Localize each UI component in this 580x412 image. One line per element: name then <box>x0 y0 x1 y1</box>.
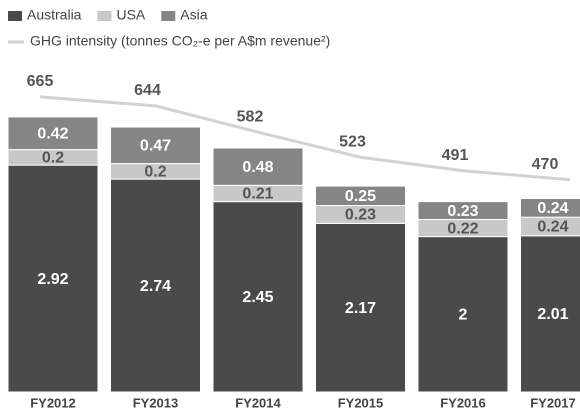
x-tick-label: FY2016 <box>440 395 486 410</box>
x-tick-label: FY2017 <box>530 395 576 410</box>
legend-label: Asia <box>180 7 207 23</box>
bar-segment <box>520 198 580 218</box>
x-tick-label: FY2013 <box>133 395 179 410</box>
value-label: 2.74 <box>140 278 171 295</box>
line-label: 665 <box>27 73 54 90</box>
x-tick-label: FY2012 <box>30 395 76 410</box>
value-label: 2 <box>459 307 468 324</box>
line-label: 491 <box>442 147 469 164</box>
value-label: 0.48 <box>242 159 273 176</box>
x-tick-label: FY2015 <box>338 395 384 410</box>
bar-segment <box>315 222 406 393</box>
bar-segment <box>110 178 201 393</box>
line-label: 470 <box>532 156 559 173</box>
legend-swatch <box>8 11 22 21</box>
bar-segment <box>110 126 201 165</box>
bar-segment <box>417 236 509 393</box>
value-label: 0.22 <box>447 220 478 237</box>
value-label: 0.2 <box>144 164 166 181</box>
bar-segment <box>212 147 304 186</box>
value-label: 0.24 <box>537 200 568 217</box>
value-label: 0.47 <box>140 138 171 155</box>
value-label: 2.01 <box>537 306 568 323</box>
value-label: 0.24 <box>537 219 568 236</box>
bar-segment <box>417 201 509 221</box>
value-label: 0.25 <box>345 188 376 205</box>
value-label: 0.21 <box>242 186 273 203</box>
value-label: 2.45 <box>242 289 273 306</box>
value-label: 0.2 <box>42 150 64 167</box>
legend-label: Australia <box>27 7 82 23</box>
value-label: 2.92 <box>37 271 68 288</box>
legend-label: USA <box>116 7 145 23</box>
bar-segment <box>212 201 304 393</box>
value-label: 0.23 <box>345 207 376 224</box>
line-label: 582 <box>237 108 264 125</box>
bar-segment <box>7 164 99 393</box>
bar-segment <box>315 185 406 207</box>
x-tick-label: FY2014 <box>235 395 281 410</box>
legend-swatch <box>161 11 176 21</box>
bar-segment <box>7 116 99 151</box>
value-label: 0.42 <box>37 125 68 142</box>
legend-swatch <box>97 11 112 21</box>
line-series <box>39 95 571 182</box>
legend-label: GHG intensity (tonnes CO₂-e per A$m reve… <box>30 33 330 49</box>
value-label: 2.17 <box>345 300 376 317</box>
line-label: 523 <box>339 133 366 150</box>
line-label: 644 <box>134 82 161 99</box>
value-label: 0.23 <box>447 203 478 220</box>
